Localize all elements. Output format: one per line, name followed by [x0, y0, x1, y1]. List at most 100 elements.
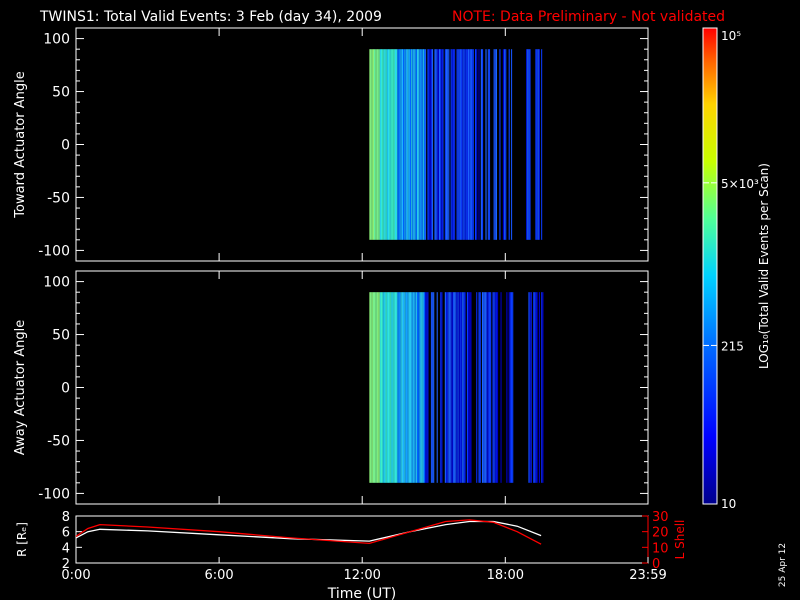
heatmap-strip — [429, 49, 431, 240]
heatmap-strip — [413, 49, 415, 240]
heatmap-strip — [494, 292, 496, 483]
heatmap-strip — [455, 49, 457, 240]
heatmap-strip — [470, 292, 472, 483]
heatmap-strip — [508, 292, 510, 483]
heatmap-strip — [441, 49, 443, 240]
heatmap-strip — [372, 49, 374, 240]
heatmap-strip — [495, 49, 498, 240]
date-stamp: 25 Apr 12 — [778, 543, 788, 587]
heatmap-strip — [495, 292, 498, 483]
heatmap-strip — [450, 49, 452, 240]
heatmap-strip — [451, 49, 453, 240]
heatmap-strip — [457, 49, 459, 240]
heatmap-strip — [377, 292, 379, 483]
heatmap-strip — [386, 49, 388, 240]
heatmap-strip — [445, 292, 448, 483]
heatmap-strip — [387, 49, 390, 240]
heatmap-strip — [462, 49, 464, 240]
heatmap-strip — [456, 49, 458, 240]
heatmap-strip — [541, 49, 543, 240]
heatmap-strip — [469, 292, 471, 483]
x-tick-label: 23:59 — [629, 568, 666, 583]
y2-tick-label: 10 — [652, 541, 669, 556]
heatmap-strip — [390, 49, 392, 240]
heatmap-strip — [401, 49, 404, 240]
y-tick-label: 4 — [62, 541, 70, 556]
heatmap-strip — [433, 292, 435, 483]
heatmap-strip — [476, 292, 478, 483]
heatmap-strip — [452, 49, 455, 240]
heatmap-strip — [411, 292, 413, 483]
heatmap-strip — [452, 292, 455, 483]
heatmap-strip — [392, 49, 394, 240]
heatmap-strip — [463, 49, 465, 240]
heatmap-strip — [415, 292, 417, 483]
heatmap-strip — [435, 292, 437, 483]
heatmap-strip — [440, 292, 442, 483]
heatmap-strip — [409, 49, 412, 240]
heatmap-strip — [400, 292, 402, 483]
heatmap-strip — [510, 292, 513, 483]
heatmap-strip — [394, 292, 397, 483]
heatmap-strip — [542, 49, 544, 240]
heatmap-strip — [483, 292, 485, 483]
heatmap-strip — [380, 292, 383, 483]
heatmap-strip — [465, 49, 467, 240]
heatmap-strip — [422, 292, 424, 483]
heatmap-strip — [472, 49, 474, 240]
heatmap-strip — [502, 49, 504, 240]
heatmap-strip — [443, 292, 445, 483]
heatmap-strip — [542, 292, 544, 483]
heatmap-strip — [418, 49, 420, 240]
heatmap-strip — [479, 292, 481, 483]
colorbar-tick-label: 215 — [721, 339, 744, 353]
heatmap-strip — [398, 49, 400, 240]
y-tick-label: -50 — [47, 433, 70, 449]
orbit-series-line — [75, 519, 542, 545]
heatmap-strip — [390, 292, 392, 483]
heatmap-strips — [369, 292, 544, 483]
heatmap-strip — [427, 49, 429, 240]
heatmap-strip — [501, 292, 503, 483]
heatmap-strip — [461, 292, 463, 483]
heatmap-strip — [530, 49, 532, 240]
x-axis-label: Time (UT) — [327, 586, 396, 600]
heatmap-strip — [500, 292, 502, 483]
heatmap-strip — [370, 292, 372, 483]
heatmap-strip — [488, 292, 491, 483]
heatmap-strip — [527, 49, 529, 240]
heatmap-strip — [435, 49, 437, 240]
heatmap-strip — [454, 292, 456, 483]
heatmap-strip — [433, 49, 435, 240]
heatmap-strip — [541, 292, 543, 483]
heatmap-strip — [449, 49, 451, 240]
heatmap-strip — [412, 292, 414, 483]
heatmap-strip — [372, 292, 374, 483]
colorbar-ticks: 10⁵ 5×10³ 215 10 — [703, 27, 759, 511]
heatmap-strip — [538, 49, 540, 240]
heatmap-strip — [455, 292, 457, 483]
x-tick-label: 0:00 — [61, 568, 90, 583]
heatmap-strip — [379, 292, 381, 483]
heatmap-strip — [466, 49, 469, 240]
data-preliminary-note: NOTE: Data Preliminary - Not validated — [452, 9, 725, 25]
heatmap-strip — [481, 292, 484, 483]
heatmap-strip — [420, 49, 422, 240]
heatmap-strip — [485, 292, 487, 483]
heatmap-strip — [401, 292, 404, 483]
heatmap-strip — [529, 49, 531, 240]
heatmap-strip — [408, 49, 410, 240]
heatmap-strip — [499, 49, 501, 240]
heatmap-strip — [397, 49, 399, 240]
heatmap-strip — [432, 292, 434, 483]
heatmap-strip — [488, 49, 491, 240]
heatmap-strip — [396, 292, 398, 483]
colorbar-label: LOG₁₀(Total Valid Events per Scan) — [757, 163, 771, 369]
heatmap-strip — [497, 292, 499, 483]
heatmap-strip — [493, 49, 495, 240]
heatmap-strip — [432, 49, 434, 240]
y-tick-label: -100 — [38, 243, 70, 259]
heatmap-strip — [436, 292, 438, 483]
heatmap-strip — [428, 49, 430, 240]
